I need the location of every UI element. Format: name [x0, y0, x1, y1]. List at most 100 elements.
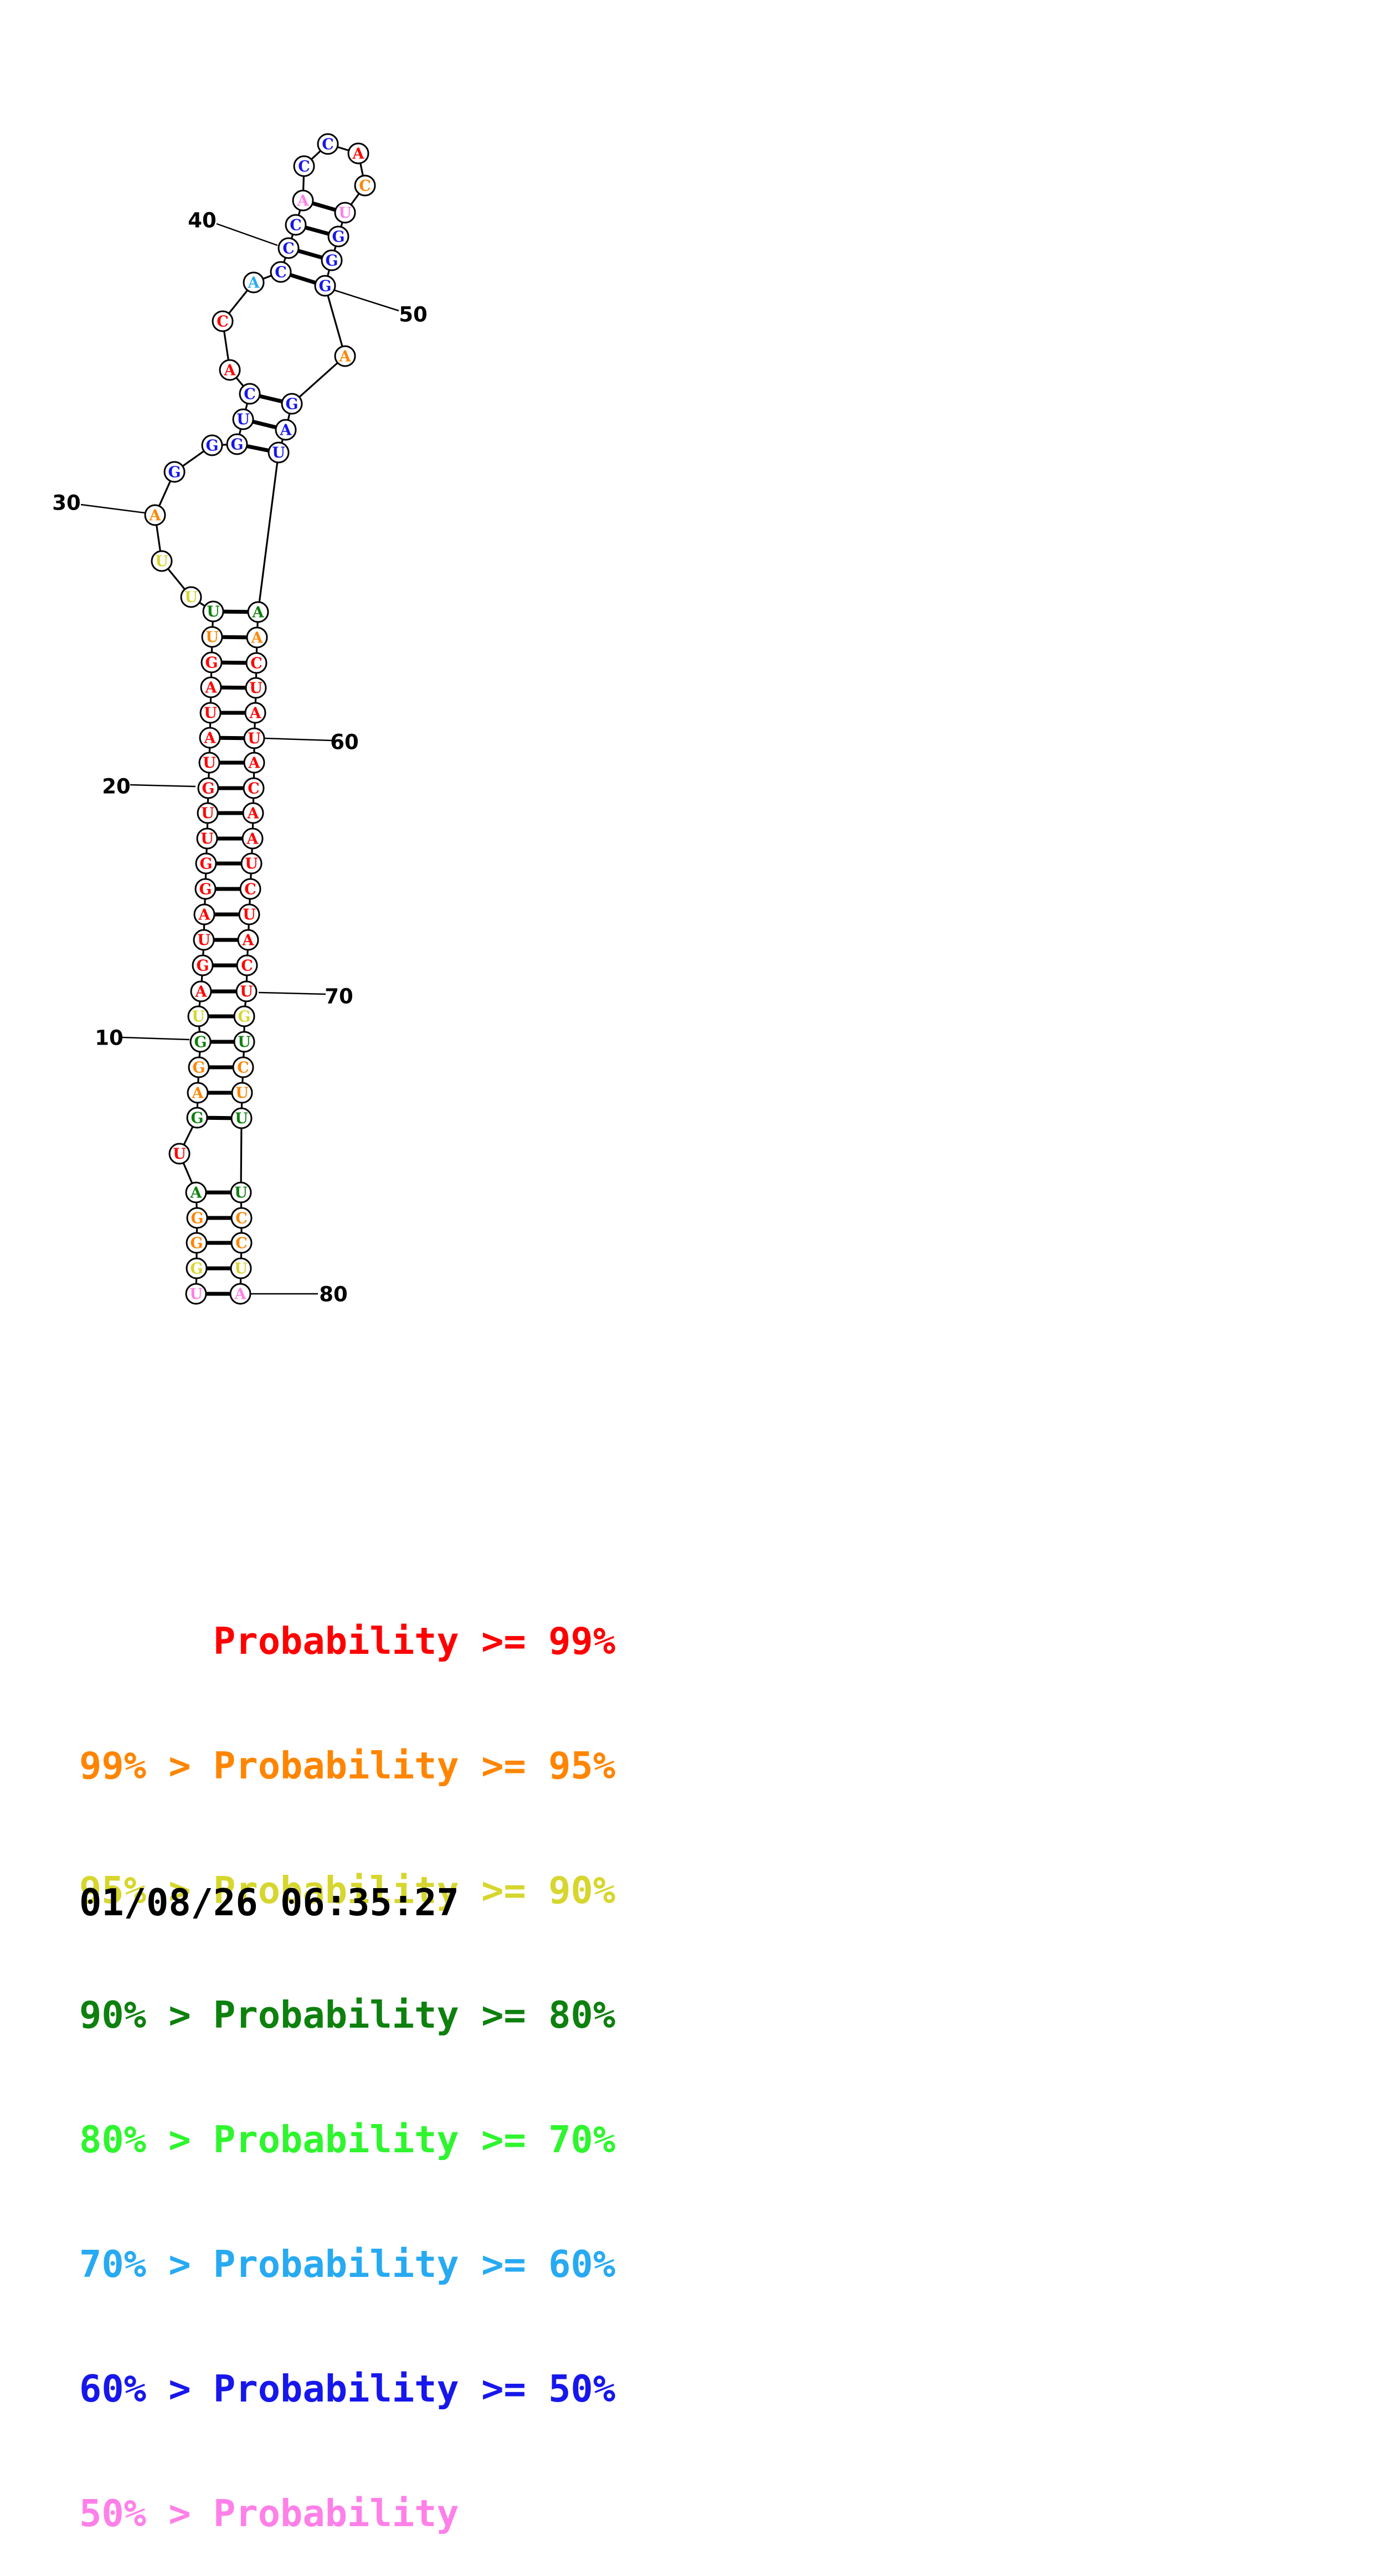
nucleotide-41-C: C — [286, 215, 306, 235]
nucleotide-letter: U — [234, 1185, 248, 1202]
nucleotide-letter: C — [250, 655, 263, 672]
nucleotide-letter: U — [234, 1261, 248, 1278]
nucleotide-30-A: A — [145, 505, 165, 525]
nucleotide-59-A: A — [245, 703, 265, 723]
nucleotide-35-C: C — [240, 384, 260, 404]
position-label-40: 40 — [188, 209, 217, 233]
nucleotide-4-G: G — [187, 1208, 207, 1228]
position-label-80: 80 — [319, 1283, 348, 1307]
nucleotide-letter: G — [190, 1261, 203, 1278]
timestamp: 01/08/26 06:35:27 — [79, 1882, 459, 1924]
nucleotide-letter: A — [149, 507, 162, 525]
nucleotide-29-U: U — [152, 551, 172, 571]
legend-row-p70: 80% > Probability >= 70% — [79, 2119, 615, 2161]
nucleotide-51-A: A — [335, 346, 355, 366]
nucleotide-letter: A — [205, 680, 218, 697]
backbone-segment-49-50 — [328, 270, 329, 275]
nucleotide-letter: U — [205, 629, 219, 646]
nucleotide-letter: A — [198, 907, 211, 924]
backbone-segment-45-46 — [361, 164, 363, 176]
nucleotide-letter: G — [332, 229, 344, 246]
position-label-line-60 — [265, 738, 332, 741]
nucleotide-letter: U — [248, 731, 261, 748]
backbone-segment-30-31 — [160, 481, 170, 505]
backbone-segment-6-7 — [184, 1127, 192, 1144]
nucleotide-7-G: G — [187, 1108, 207, 1128]
pair-bond-42-47 — [313, 203, 335, 209]
position-label-line-40 — [217, 224, 277, 245]
position-label-line-10 — [122, 1037, 189, 1040]
nucleotide-letter: G — [230, 436, 243, 454]
nucleotide-letter: U — [207, 604, 220, 621]
nucleotide-17-G: G — [196, 853, 216, 873]
nucleotide-letter: A — [192, 1085, 204, 1102]
position-label-20: 20 — [102, 775, 131, 799]
nucleotide-letter: G — [202, 780, 214, 798]
nucleotide-letter: U — [240, 984, 253, 1001]
nucleotide-letter: A — [234, 1286, 247, 1303]
nucleotide-26-U: U — [202, 627, 222, 647]
nucleotide-letter: A — [352, 146, 365, 163]
backbone-segment-47-48 — [341, 223, 342, 226]
nucleotide-34-U: U — [233, 409, 253, 429]
position-label-line-20 — [130, 785, 196, 786]
nucleotide-43-C: C — [294, 156, 314, 176]
nucleotide-77-C: C — [232, 1208, 251, 1228]
nucleotide-letter: G — [192, 1060, 205, 1077]
nucleotide-45-A: A — [348, 143, 368, 163]
nucleotide-11-U: U — [188, 1006, 208, 1026]
backbone-segment-36-37 — [224, 332, 228, 359]
backbone-segment-46-47 — [351, 194, 359, 204]
nucleotide-18-U: U — [197, 829, 217, 849]
nucleotide-letter: C — [217, 313, 229, 331]
nucleotide-53-A: A — [276, 420, 296, 440]
position-label-line-30 — [81, 505, 145, 513]
position-label-30: 30 — [52, 491, 81, 515]
nucleotide-9-G: G — [189, 1057, 209, 1077]
nucleotide-70-U: U — [236, 981, 256, 1001]
nucleotide-13-G: G — [193, 955, 213, 975]
backbone-segment-40-41 — [292, 235, 293, 238]
position-label-line-70 — [259, 993, 326, 994]
backbone-segment-34-35 — [246, 404, 247, 409]
backbone-segment-31-32 — [183, 451, 204, 466]
nucleotide-46-C: C — [355, 176, 375, 196]
pair-bond-34-53 — [253, 422, 275, 428]
nucleotide-letter: C — [290, 217, 302, 234]
backbone-segment-37-38 — [229, 291, 247, 313]
nucleotide-68-A: A — [238, 930, 258, 950]
nucleotide-letter: G — [199, 856, 212, 873]
nucleotide-5-A: A — [186, 1182, 206, 1202]
legend-row-p95: 99% > Probability >= 95% — [79, 1745, 615, 1787]
position-label-line-50 — [335, 290, 399, 311]
nucleotide-49-G: G — [322, 250, 342, 270]
pair-bond-27-55 — [224, 611, 248, 612]
nucleotide-letter: U — [197, 932, 210, 949]
nucleotide-letter: A — [251, 630, 264, 647]
nucleotide-57-C: C — [246, 653, 266, 673]
backbone-segment-38-39 — [264, 276, 271, 279]
nucleotide-66-C: C — [240, 879, 260, 899]
nucleotide-12-A: A — [191, 981, 211, 1001]
nucleotide-letter: G — [191, 1110, 203, 1127]
nucleotide-60-U: U — [244, 728, 264, 748]
nucleotide-19-U: U — [198, 803, 218, 823]
nucleotide-25-G: G — [202, 652, 222, 672]
nucleotide-27-U: U — [203, 601, 223, 621]
legend-row-p99: Probability >= 99% — [79, 1621, 615, 1662]
pair-bond-24-58 — [222, 687, 245, 688]
position-label-70: 70 — [325, 985, 353, 1009]
nucleotide-letter: A — [339, 348, 352, 366]
nucleotide-letter: C — [244, 386, 256, 403]
nucleotide-letter: A — [280, 422, 292, 439]
nucleotide-letter: A — [248, 755, 261, 772]
nucleotide-28-U: U — [181, 587, 201, 607]
nucleotide-23-U: U — [200, 703, 220, 723]
position-label-10: 10 — [95, 1026, 124, 1050]
nucleotide-42-A: A — [293, 191, 313, 210]
nucleotide-37-C: C — [213, 311, 233, 331]
backbone-segment-27-28 — [200, 603, 204, 605]
pair-bond-41-48 — [306, 228, 328, 234]
nucleotide-letter: U — [245, 856, 258, 873]
nucleotide-55-A: A — [248, 602, 268, 622]
